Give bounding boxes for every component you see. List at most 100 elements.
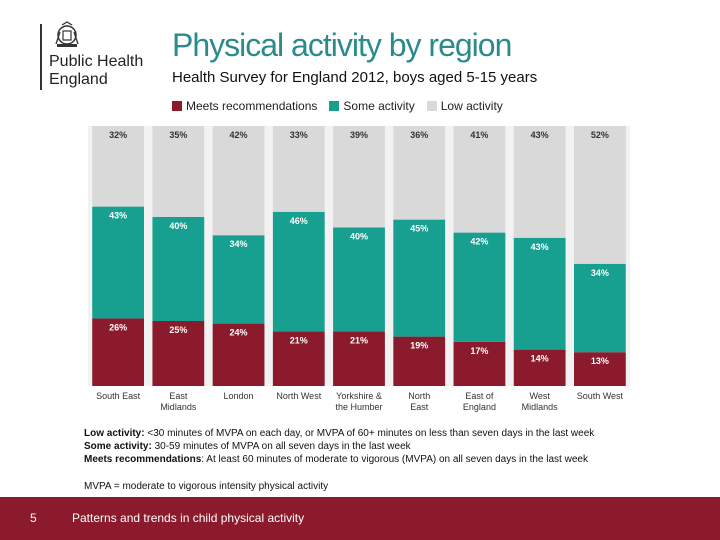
bar-segment: [92, 318, 145, 386]
x-tick-label: Yorkshire &: [336, 391, 382, 401]
x-tick-label: North: [408, 391, 430, 401]
legend-swatch-low: [426, 101, 437, 111]
footer-bar: 5 Patterns and trends in child physical …: [0, 497, 720, 540]
bar-segment: [333, 126, 385, 228]
data-label: 21%: [290, 335, 308, 345]
data-label: 34%: [230, 239, 248, 249]
data-label: 40%: [169, 221, 187, 231]
data-label: 25%: [169, 325, 187, 335]
data-label: 52%: [591, 130, 609, 140]
x-tick-label: the Humber: [335, 402, 382, 412]
royal-crest-icon: [55, 21, 79, 47]
data-label: 26%: [109, 322, 127, 332]
bar-segment: [393, 219, 446, 337]
data-label: 46%: [290, 216, 308, 226]
data-label: 42%: [470, 237, 488, 247]
bar-segment: [92, 126, 145, 207]
legend-swatch-some: [329, 101, 340, 111]
data-label: 24%: [230, 328, 248, 338]
note-meets: Meets recommendations: At least 60 minut…: [84, 453, 594, 466]
data-label: 36%: [410, 130, 428, 140]
data-label: 14%: [531, 354, 549, 364]
bar-segment: [333, 331, 385, 386]
data-label: 21%: [350, 335, 368, 345]
chart-legend: Meets recommendations Some activity Low …: [172, 98, 515, 114]
x-tick-label: Midlands: [160, 402, 197, 412]
footer-text: Patterns and trends in child physical ac…: [72, 511, 305, 525]
data-label: 35%: [169, 130, 187, 140]
data-label: 42%: [230, 130, 248, 140]
x-tick-label: East: [410, 402, 429, 412]
bar-segment: [212, 126, 265, 236]
bar-segment: [453, 341, 506, 386]
data-label: 43%: [531, 242, 549, 252]
legend-item-meets: Meets recommendations: [172, 98, 317, 114]
chart-title: Physical activity by region: [172, 27, 512, 63]
bar-segment: [272, 211, 325, 332]
page-number: 5: [30, 511, 37, 525]
x-tick-label: England: [463, 402, 496, 412]
bar-segment: [453, 232, 506, 342]
note-meets-text: : At least 60 minutes of moderate to vig…: [201, 454, 588, 465]
legend-label-some: Some activity: [343, 99, 415, 113]
legend-swatch-meets: [172, 101, 182, 111]
bar-segment: [92, 206, 145, 319]
note-some-text: 30-59 minutes of MVPA on all seven days …: [151, 441, 411, 452]
definitions-notes: Low activity: <30 minutes of MVPA on eac…: [84, 427, 594, 466]
bar-segment: [513, 349, 566, 386]
bar-segment: [212, 235, 265, 324]
data-label: 32%: [109, 130, 127, 140]
data-label: 33%: [290, 130, 308, 140]
org-name-line2: England: [49, 71, 108, 88]
x-tick-label: South East: [96, 391, 141, 401]
bar-segment: [152, 321, 205, 386]
note-low-text: <30 minutes of MVPA on each day, or MVPA…: [144, 428, 595, 439]
bar-segment: [513, 126, 566, 238]
data-label: 17%: [470, 346, 488, 356]
data-label: 19%: [410, 341, 428, 351]
note-meets-label: Meets recommendations: [84, 454, 202, 465]
data-label: 40%: [350, 231, 368, 241]
bar-segment: [513, 237, 566, 350]
note-low: Low activity: <30 minutes of MVPA on eac…: [84, 427, 594, 440]
phe-logo: Public Health England: [40, 20, 170, 95]
data-label: 41%: [470, 130, 488, 140]
data-label: 43%: [109, 211, 127, 221]
x-tick-label: North West: [276, 391, 321, 401]
x-tick-label: South West: [577, 391, 624, 401]
org-name: Public Health England: [49, 53, 143, 89]
x-tick-label: East: [169, 391, 188, 401]
x-tick-label: London: [224, 391, 254, 401]
bar-segment: [272, 331, 325, 386]
mvpa-note: MVPA = moderate to vigorous intensity ph…: [84, 481, 329, 492]
data-label: 43%: [531, 130, 549, 140]
bar-segment: [573, 263, 626, 353]
bar-segment: [393, 126, 446, 220]
bar-segment: [573, 352, 626, 386]
note-low-label: Low activity:: [84, 428, 145, 439]
bar-segment: [393, 336, 446, 386]
org-name-line1: Public Health: [49, 53, 144, 70]
note-some: Some activity: 30-59 minutes of MVPA on …: [84, 440, 594, 453]
data-label: 13%: [591, 356, 609, 366]
x-tick-label: East of: [465, 391, 494, 401]
x-tick-label: West: [529, 391, 550, 401]
x-tick-label: Midlands: [522, 402, 559, 412]
data-label: 34%: [591, 268, 609, 278]
stacked-bar-chart: 26%43%32%South East25%40%35%EastMidlands…: [88, 126, 630, 412]
bar-segment: [573, 126, 626, 264]
note-some-label: Some activity:: [84, 441, 152, 452]
legend-item-some: Some activity: [329, 98, 415, 114]
chart-subtitle: Health Survey for England 2012, boys age…: [172, 69, 538, 86]
bar-segment: [152, 217, 205, 321]
bar-segment: [152, 126, 205, 217]
bar-segment: [272, 126, 325, 212]
data-label: 45%: [410, 224, 428, 234]
legend-label-low: Low activity: [440, 99, 503, 113]
bar-segment: [333, 227, 385, 332]
legend-item-low: Low activity: [426, 98, 503, 114]
logo-divider: [40, 24, 42, 90]
bar-segment: [212, 323, 265, 386]
bar-segment: [453, 126, 506, 233]
data-label: 39%: [350, 130, 368, 140]
